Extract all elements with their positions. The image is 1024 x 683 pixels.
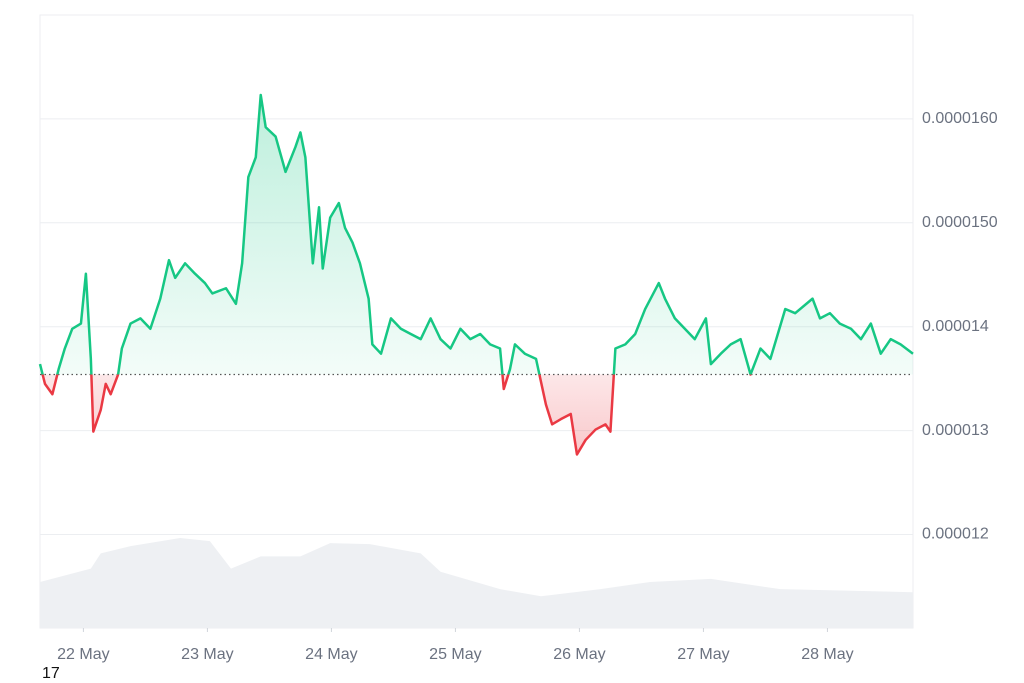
y-tick-label: 0.000013: [922, 422, 989, 439]
footer-text: 17: [42, 665, 60, 682]
y-tick-label: 0.000012: [922, 526, 989, 543]
x-tick-label: 23 May: [181, 646, 233, 663]
y-tick-label: 0.0000150: [922, 214, 998, 231]
price-area: [40, 95, 913, 455]
x-tick-label: 26 May: [553, 646, 605, 663]
x-tick-label: 25 May: [429, 646, 481, 663]
volume-area: [40, 538, 913, 628]
price-line: [38, 93, 914, 456]
x-tick-label: 24 May: [305, 646, 357, 663]
y-tick-label: 0.000014: [922, 318, 989, 335]
y-tick-label: 0.0000160: [922, 110, 998, 127]
x-tick-label: 27 May: [677, 646, 729, 663]
x-tick-label: 22 May: [57, 646, 109, 663]
x-tick-label: 28 May: [801, 646, 853, 663]
